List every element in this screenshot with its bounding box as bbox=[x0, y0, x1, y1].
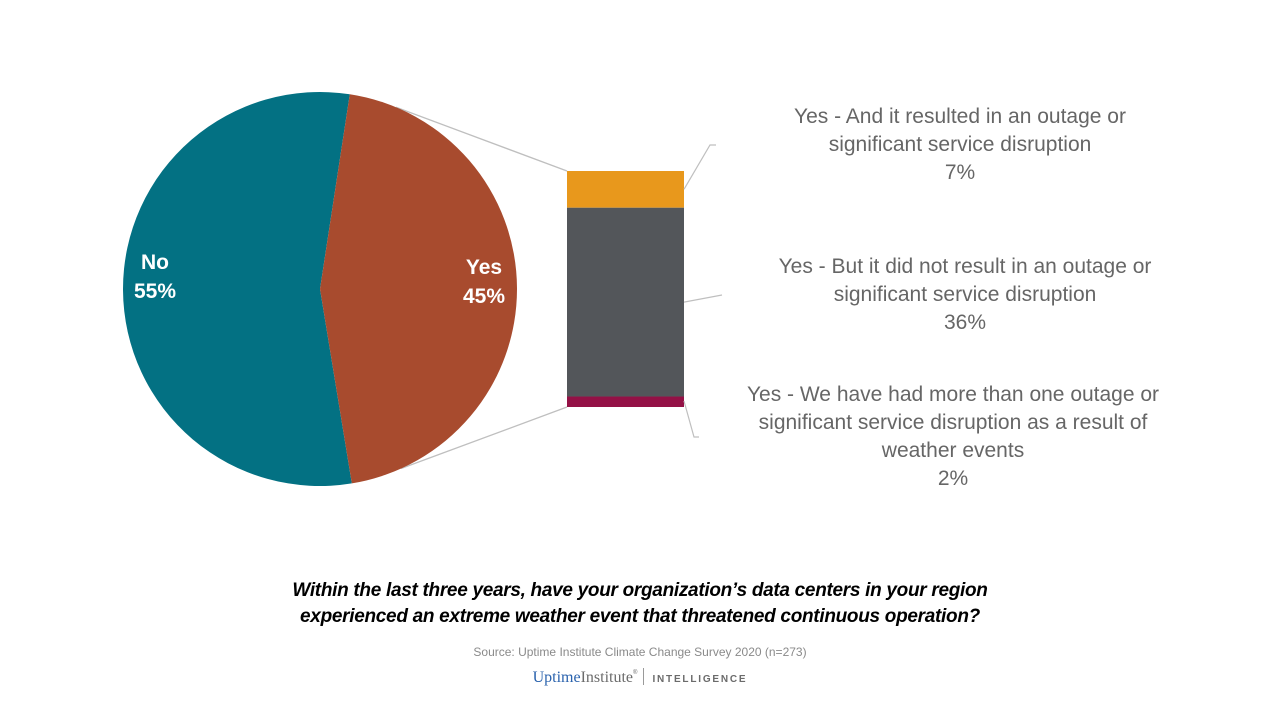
chart-question-title: Within the last three years, have your o… bbox=[0, 578, 1280, 630]
callout-outage-line-2: significant service disruption bbox=[828, 133, 1092, 156]
leader-line-2 bbox=[683, 294, 723, 303]
callout-no-outage-line-2: significant service disruption bbox=[833, 283, 1097, 306]
uptime-institute-logo: UptimeInstitute® INTELLIGENCE bbox=[0, 668, 1280, 687]
bar-segment-1 bbox=[567, 171, 684, 208]
logo-uptime: Uptime bbox=[532, 669, 581, 686]
question-line-2: experienced an extreme weather event tha… bbox=[300, 606, 980, 627]
callout-multiple-outages: Yes - We have had more than one outage o… bbox=[693, 381, 1213, 493]
pie-slice-yes bbox=[320, 94, 517, 484]
logo-divider bbox=[643, 668, 645, 685]
logo-intelligence: INTELLIGENCE bbox=[652, 674, 748, 685]
callout-multiple-line-1: Yes - We have had more than one outage o… bbox=[746, 383, 1160, 406]
callout-outage-value: 7% bbox=[944, 161, 976, 184]
leader-line-3 bbox=[683, 400, 699, 438]
pie-value-yes: 45% bbox=[463, 285, 505, 308]
callout-outage: Yes - And it resulted in an outage or si… bbox=[700, 103, 1220, 187]
pie-label-no: No bbox=[141, 251, 169, 274]
pie bbox=[123, 92, 517, 486]
source-note: Source: Uptime Institute Climate Change … bbox=[473, 645, 807, 659]
bar-segment-3 bbox=[567, 396, 684, 407]
bar-segment-2 bbox=[567, 207, 684, 397]
leader-line-1 bbox=[683, 144, 716, 190]
pie-value-no: 55% bbox=[134, 280, 176, 303]
logo-registered-mark: ® bbox=[633, 670, 638, 676]
question-line-1: Within the last three years, have your o… bbox=[292, 580, 988, 601]
callout-outage-line-1: Yes - And it resulted in an outage or bbox=[794, 105, 1126, 128]
callout-no-outage-line-1: Yes - But it did not result in an outage… bbox=[778, 255, 1152, 278]
pie-of-bar-chart: No 55% Yes 45% bbox=[123, 92, 723, 486]
callout-multiple-line-2: significant service disruption as a resu… bbox=[758, 411, 1148, 434]
callout-no-outage-value: 36% bbox=[943, 311, 987, 334]
connector-line-bottom bbox=[400, 406, 568, 470]
breakdown-bar bbox=[567, 171, 684, 407]
callout-leader-lines bbox=[683, 144, 723, 438]
callout-no-outage: Yes - But it did not result in an outage… bbox=[705, 253, 1225, 337]
callout-multiple-line-3: weather events bbox=[881, 439, 1025, 462]
logo-institute: Institute bbox=[580, 669, 634, 686]
pie-slice-no bbox=[123, 92, 352, 486]
callout-multiple-value: 2% bbox=[937, 467, 969, 490]
connector-line-top bbox=[395, 106, 568, 172]
connector-lines bbox=[395, 106, 568, 470]
pie-label-yes: Yes bbox=[466, 256, 502, 279]
